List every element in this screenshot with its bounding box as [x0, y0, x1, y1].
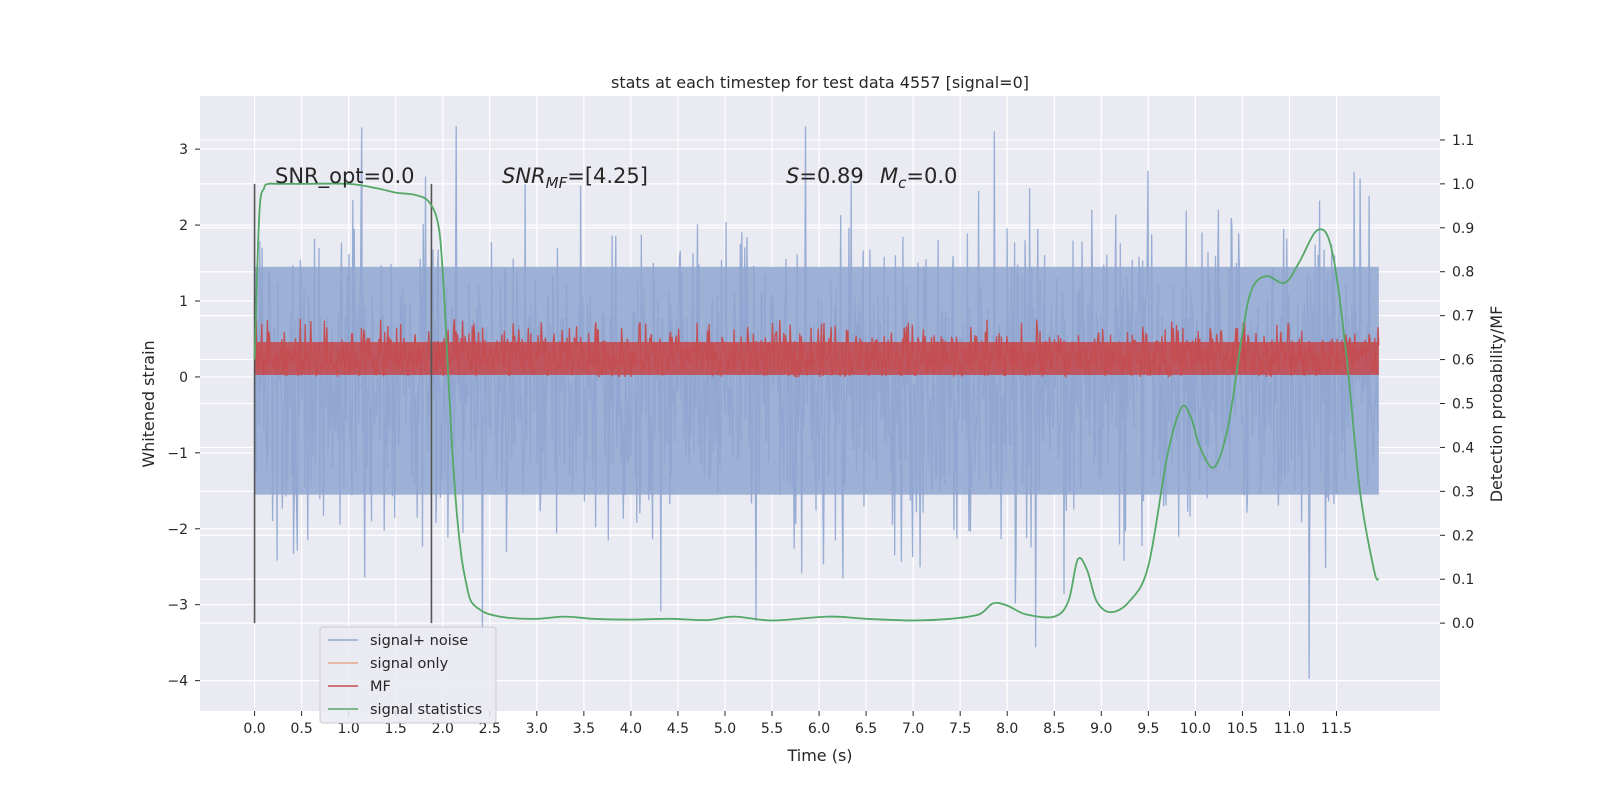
- y-tick-label: −4: [167, 674, 188, 690]
- legend-label-signal-statistics: signal statistics: [370, 702, 482, 718]
- x-tick-label: 2.0: [432, 721, 454, 737]
- x-tick-label: 5.0: [714, 721, 736, 737]
- y-tick-label: 3: [179, 142, 188, 158]
- x-tick-label: 6.5: [855, 721, 877, 737]
- annotation-s: S=0.89: [786, 164, 864, 188]
- y2-tick-label: 0.6: [1452, 353, 1474, 369]
- legend-label-signal-only: signal only: [370, 656, 449, 672]
- x-tick-label: 7.0: [902, 721, 924, 737]
- chart-title: stats at each timestep for test data 455…: [611, 73, 1029, 92]
- legend-label-mf: MF: [370, 679, 391, 695]
- x-tick-label: 5.5: [761, 721, 783, 737]
- x-tick-label: 7.5: [949, 721, 971, 737]
- y-tick-label: −1: [167, 446, 188, 462]
- y2-tick-label: 0.1: [1452, 572, 1474, 588]
- series-signal-noise-core: [254, 266, 1379, 495]
- x-tick-label: 1.0: [338, 721, 360, 737]
- data-layer: [253, 126, 1380, 679]
- x-tick-label: 0.0: [243, 721, 265, 737]
- series-mf-base: [254, 342, 1379, 375]
- y-tick-label: 1: [179, 294, 188, 310]
- series-signal-statistics: [253, 182, 1380, 622]
- x-tick-label: 2.5: [479, 721, 501, 737]
- x-tick-label: 9.0: [1090, 721, 1112, 737]
- x-tick-label: 9.5: [1137, 721, 1159, 737]
- x-tick-label: 3.0: [526, 721, 548, 737]
- y2-tick-label: 1.0: [1452, 177, 1474, 193]
- x-tick-label: 11.5: [1321, 721, 1352, 737]
- x-tick-label: 11.0: [1274, 721, 1305, 737]
- y2-tick-label: 0.8: [1452, 265, 1474, 281]
- x-tick-label: 4.5: [667, 721, 689, 737]
- x-tick-label: 10.0: [1180, 721, 1211, 737]
- annotation-snr-mf: SNRMF=[4.25]: [502, 164, 648, 192]
- x-tick-label: 6.0: [808, 721, 830, 737]
- x-tick-label: 3.5: [573, 721, 595, 737]
- y-tick-label: −3: [167, 598, 188, 614]
- annotation-snr-opt: SNR_opt=0.0: [275, 164, 415, 189]
- annotation-mc: Mc=0.0: [880, 164, 957, 192]
- y-tick-label: 2: [179, 218, 188, 234]
- legend-label-signal-noise: signal+ noise: [370, 633, 468, 649]
- x-tick-label: 1.5: [385, 721, 407, 737]
- ticks: 0.0 0.5 1.0 1.5 2.0 2.5 3.0 3.5 4.0 4.5 5.0 5.5 6.0 6…: [167, 133, 1474, 737]
- y2-tick-label: 0.0: [1452, 616, 1474, 632]
- y2-tick-label: 0.5: [1452, 397, 1474, 413]
- y2-tick-label: 0.7: [1452, 309, 1474, 325]
- y2-tick-label: 0.2: [1452, 528, 1474, 544]
- legend-box: [319, 626, 497, 724]
- x-axis-label: Time (s): [786, 746, 852, 765]
- y-tick-label: −2: [167, 522, 188, 538]
- y2-tick-label: 1.1: [1452, 133, 1474, 149]
- y2-tick-label: 0.3: [1452, 484, 1474, 500]
- x-tick-label: 8.0: [996, 721, 1018, 737]
- y2-tick-label: 0.9: [1452, 221, 1474, 237]
- y-tick-label: 0: [179, 370, 188, 386]
- y-axis-label: Whitened strain: [139, 340, 158, 467]
- legend: signal+ noise signal only MF signal stat…: [319, 626, 497, 724]
- x-tick-label: 0.5: [290, 721, 312, 737]
- x-tick-label: 10.5: [1227, 721, 1258, 737]
- y2-tick-label: 0.4: [1452, 440, 1474, 456]
- x-tick-label: 8.5: [1043, 721, 1065, 737]
- y2-axis-label: Detection probability/MF: [1487, 306, 1506, 503]
- x-tick-label: 4.0: [620, 721, 642, 737]
